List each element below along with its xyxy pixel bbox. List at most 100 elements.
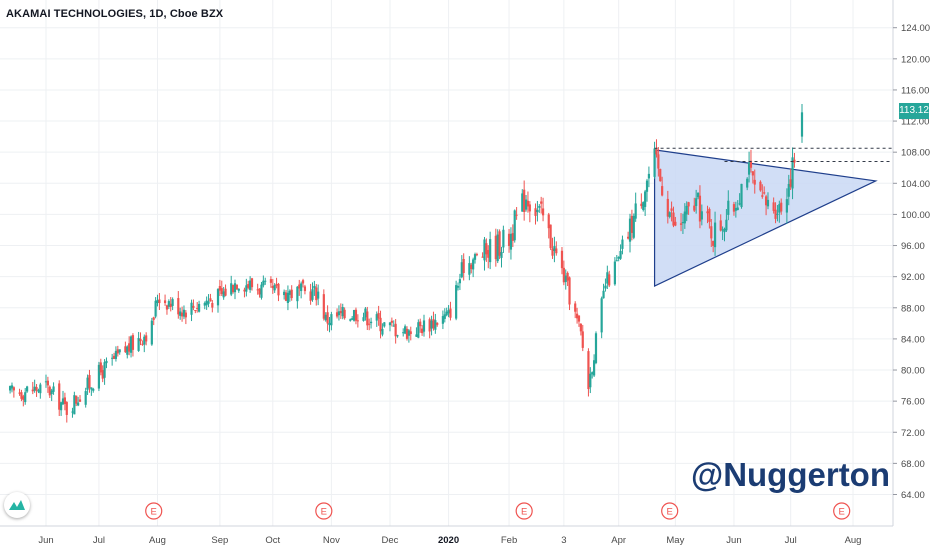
earnings-marker-label: E (521, 507, 527, 518)
candle (296, 286, 299, 309)
candle (216, 288, 220, 313)
candle-body (165, 305, 169, 310)
candle-body (222, 291, 225, 298)
candle-body (313, 285, 316, 289)
candle-body (235, 284, 238, 290)
candle-body (379, 317, 382, 332)
earnings-marker[interactable]: E (833, 502, 851, 520)
candle-body (128, 343, 131, 352)
candle-body (608, 274, 611, 286)
candle (540, 196, 543, 214)
candle (341, 303, 344, 320)
candle (553, 236, 556, 263)
candle-body (472, 259, 475, 270)
y-tick-label: 80.00 (901, 366, 925, 377)
candle-body (462, 259, 465, 274)
candle-body (670, 208, 673, 211)
candle-body (653, 148, 656, 177)
candle-body (721, 229, 724, 231)
candle-body (326, 312, 329, 324)
candle (785, 188, 788, 224)
candle (515, 207, 518, 220)
candle (230, 275, 233, 297)
candle (247, 280, 250, 290)
y-tick-label: 120.00 (901, 54, 930, 65)
candle-body (468, 263, 471, 275)
candle-body (640, 203, 643, 207)
candle (377, 305, 380, 326)
candle-body (577, 315, 581, 322)
candle (368, 318, 371, 331)
candle-body (364, 308, 367, 318)
candle (462, 253, 465, 281)
y-tick-label: 68.00 (901, 459, 925, 470)
candle-body (713, 222, 717, 248)
candle (349, 318, 352, 322)
candle-body (655, 149, 658, 155)
y-tick-label: 112.00 (901, 117, 929, 128)
candle (311, 282, 314, 302)
candle-body (407, 330, 410, 336)
candle-body (591, 372, 594, 375)
candle (196, 302, 199, 313)
candle-body (271, 286, 274, 289)
x-tick-label: Jun (726, 535, 741, 546)
candle-body (511, 233, 514, 241)
candle (402, 328, 405, 337)
candle (163, 294, 167, 306)
candle-body (20, 392, 23, 399)
candle-body (725, 219, 728, 231)
candle-body (475, 254, 479, 256)
candle-body (10, 385, 14, 389)
candle-body (674, 221, 677, 226)
candle-body (277, 283, 280, 296)
candle (375, 311, 378, 327)
candle-body (507, 233, 511, 246)
candle-body (494, 235, 497, 260)
candle (171, 297, 174, 311)
candle (381, 323, 384, 337)
candle-body (73, 395, 76, 415)
candle-body (536, 209, 539, 213)
candle (738, 193, 741, 206)
candle-body (445, 311, 448, 316)
candle-body (441, 316, 444, 324)
candle (683, 203, 686, 229)
candle (352, 309, 356, 322)
candle (88, 369, 91, 393)
earnings-marker[interactable]: E (145, 502, 163, 520)
candle-body (116, 349, 119, 354)
candle-body (44, 381, 48, 383)
candle-body (579, 323, 582, 332)
candle (776, 205, 779, 222)
candle (500, 246, 503, 268)
candle-body (698, 195, 702, 222)
candle-body (143, 336, 146, 345)
candle (284, 289, 288, 302)
candle-body (207, 301, 210, 304)
candle (383, 321, 386, 328)
candle-body (31, 389, 34, 392)
candle-body (430, 320, 433, 329)
tradingview-logo-icon[interactable] (4, 492, 30, 518)
candle-body (245, 285, 248, 292)
candle (37, 388, 40, 394)
earnings-marker[interactable]: E (315, 502, 333, 520)
x-tick-label: 3 (561, 535, 566, 546)
candle-body (402, 332, 405, 334)
candle-body (218, 286, 221, 291)
earnings-marker[interactable]: E (515, 502, 533, 520)
candle (536, 200, 539, 222)
candle (449, 301, 452, 321)
candle (430, 315, 433, 336)
candle (417, 319, 420, 339)
candle (468, 256, 471, 281)
candle (419, 318, 422, 333)
candle (156, 294, 159, 307)
candle-body (589, 373, 592, 388)
candle-body (787, 183, 790, 197)
candle-body (184, 312, 187, 318)
earnings-marker[interactable]: E (661, 502, 679, 520)
